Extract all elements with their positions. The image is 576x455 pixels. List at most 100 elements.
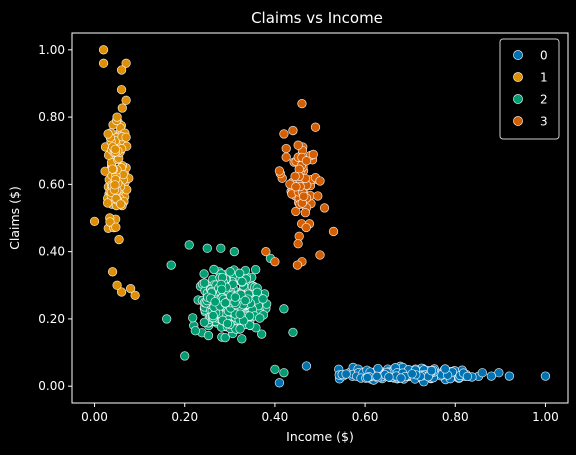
x-axis-ticks: 0.00 0.20 0.40 0.60 0.80 1.00 [81,403,559,424]
point-series-2-416 [225,267,235,277]
legend-entry-1: 1 [513,71,548,85]
legend-marker [513,116,523,126]
point-series-3-65 [301,156,312,166]
point-series-2-413 [230,292,240,302]
point-series-3-63 [279,129,289,139]
point-series-1-115 [112,112,122,122]
x-tick-label: 0.00 [81,410,108,424]
point-series-2-348 [245,320,255,330]
point-series-3-31 [300,207,311,218]
point-series-2-417 [217,284,227,295]
point-series-0-132 [341,369,351,379]
point-series-1-119 [116,287,127,297]
x-tick-label: 0.80 [442,410,469,424]
point-series-3-68 [315,176,325,186]
point-series-2-395 [188,313,198,323]
point-series-2-296 [203,330,214,341]
point-series-1-103 [110,180,120,190]
point-series-2-355 [199,278,210,288]
point-series-0-217 [407,369,417,379]
x-tick-label: 0.60 [352,410,379,424]
y-tick-label: 0.00 [38,379,65,393]
x-tick-label: 0.40 [262,410,289,424]
legend: 0 1 2 3 [499,38,560,140]
x-tick-label: 0.20 [171,410,198,424]
point-series-3-66 [274,166,285,176]
y-tick-label: 0.60 [38,177,65,191]
point-series-2-419 [220,298,230,308]
point-series-2-64 [199,269,209,279]
point-series-2-414 [255,313,265,323]
point-series-2-402 [244,311,255,321]
legend-entry-3: 3 [513,115,548,129]
point-series-1-104 [117,103,127,113]
point-series-1-109 [107,164,118,174]
legend-marker [513,72,523,82]
plot-frame [71,32,569,404]
chart-title: Claims vs Income [251,9,383,27]
point-series-2-424 [166,260,176,270]
point-series-3-55 [291,182,301,192]
point-series-3-73 [292,260,303,270]
point-series-2-404 [240,295,250,306]
point-series-3-75 [270,257,280,267]
series-1 [89,45,140,301]
point-series-3-34 [291,206,301,217]
legend-marker [513,94,523,104]
point-series-3-18 [313,191,323,201]
point-series-0-214 [396,373,406,383]
point-series-3-58 [293,239,303,249]
point-series-3-59 [290,171,300,181]
point-series-2-415 [235,309,245,319]
point-series-3-62 [288,125,298,136]
point-series-2-340 [199,317,209,328]
legend-label: 3 [540,115,548,129]
legend-entry-0: 0 [513,49,548,63]
point-series-0-224 [274,378,285,388]
point-series-3-50 [293,140,303,150]
point-series-1-111 [98,58,109,68]
point-series-2-422 [202,243,212,253]
point-series-1-116 [103,129,113,139]
legend-label: 2 [540,93,548,107]
point-series-1-122 [112,280,122,290]
y-tick-label: 0.40 [38,245,65,259]
point-series-1-88 [105,217,115,227]
point-series-3-23 [308,149,318,160]
point-series-3-60 [297,98,307,109]
point-series-3-53 [299,191,309,201]
point-series-2-429 [279,304,289,314]
point-series-1-112 [121,58,131,68]
point-series-0-205 [362,372,373,383]
point-series-2-420 [184,240,194,250]
point-series-0-211 [372,371,382,381]
y-axis-ticks: 0.00 0.20 0.40 0.60 0.80 1.00 [38,43,72,393]
x-axis-label: Income ($) [286,429,354,444]
point-series-3-69 [319,203,330,213]
point-series-1-110 [98,45,109,55]
point-series-0-222 [486,371,497,381]
point-series-2-224 [251,264,261,275]
point-series-2-383 [208,310,218,321]
point-series-1-95 [102,198,113,208]
point-series-2-418 [235,324,245,334]
point-series-2-431 [279,368,289,378]
point-series-1-117 [121,132,131,142]
point-series-1-121 [130,290,140,301]
point-series-3-74 [261,246,271,257]
series-0 [274,361,551,388]
point-series-1-94 [116,199,126,209]
point-series-0-220 [504,371,515,381]
data-points [89,45,551,388]
point-series-3-70 [328,226,339,237]
legend-label: 0 [540,49,548,63]
point-series-2-384 [258,294,268,304]
point-series-2-164 [190,326,201,336]
point-series-1-68 [114,234,124,245]
point-series-0-225 [301,361,312,371]
y-tick-label: 0.20 [38,312,65,326]
point-series-2-45 [257,329,267,339]
point-series-2-423 [229,246,239,257]
legend-entry-2: 2 [513,93,548,107]
